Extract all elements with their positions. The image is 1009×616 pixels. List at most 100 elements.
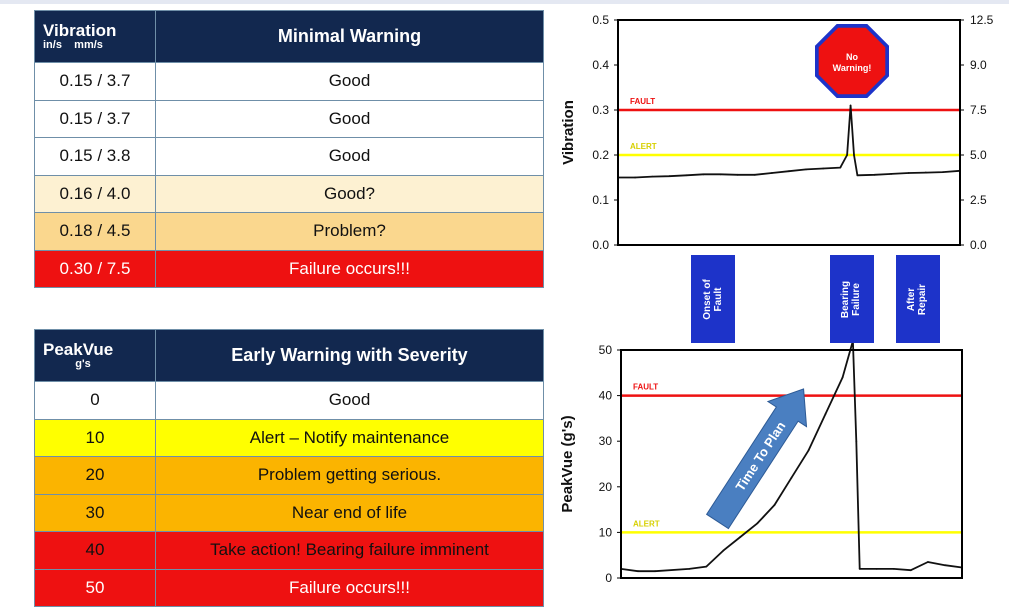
minimal-warning-header: Minimal Warning (155, 10, 544, 63)
data-point (719, 173, 722, 176)
y2-tick-label: 7.5 (970, 103, 987, 117)
peakvue-table-body: 0 Good 10 Alert – Notify maintenance 20 Probl… (34, 381, 544, 607)
vibration-table-row: 0.16 / 4.0 Good? (34, 174, 544, 213)
data-point (702, 173, 705, 176)
data-point (822, 167, 825, 170)
peakvue-severity-table: PeakVue g's Early Warning with Severity … (34, 329, 544, 607)
vibration-table-status-cell: Problem? (155, 212, 544, 251)
plot-frame (617, 19, 961, 246)
peakvue-table-status-cell: Near end of life (155, 493, 544, 532)
y-tick-label: 50 (599, 343, 613, 357)
vibration-table-value-cell: 0.15 / 3.7 (34, 62, 156, 101)
data-point (705, 565, 708, 568)
time-to-plan-label: Time To Plan (732, 419, 788, 494)
peakvue-header-cell: PeakVue g's (34, 329, 156, 382)
data-point (927, 561, 929, 563)
y-tick-label: 0.2 (592, 148, 609, 162)
peakvue-table-status-cell: Alert – Notify maintenance (155, 418, 544, 457)
vibration-table-value-cell: 0.15 / 3.7 (34, 99, 156, 138)
data-point (924, 171, 927, 174)
vibration-table-row: 0.18 / 4.5 Problem? (34, 212, 544, 251)
peakvue-table-row: 40 Take action! Bearing failure imminent (34, 531, 544, 570)
vibration-table-value-cell: 0.16 / 4.0 (34, 174, 156, 213)
vibration-table-value-cell: 0.15 / 3.8 (34, 137, 156, 176)
data-point (685, 174, 688, 177)
peakvue-table-row: 0 Good (34, 381, 544, 420)
data-point (634, 176, 636, 179)
data-point (688, 567, 691, 570)
data-point (771, 172, 773, 174)
y-tick-label: 0.4 (592, 58, 609, 72)
vibration-header-cell: Vibration in/s mm/s (34, 10, 156, 63)
vibration-severity-table: Vibration in/s mm/s Minimal Warning 0.15… (34, 10, 544, 288)
peakvue-table-status-cell: Problem getting serious. (155, 456, 544, 495)
vibration-table-status-cell: Good (155, 62, 544, 101)
vibration-table-row: 0.15 / 3.8 Good (34, 137, 544, 176)
vibration-table-row: 0.30 / 7.5 Failure occurs!!! (34, 249, 544, 288)
data-point (873, 173, 876, 176)
peakvue-table-value-cell: 30 (34, 493, 156, 532)
data-point (841, 376, 844, 379)
early-warning-header: Early Warning with Severity (155, 329, 544, 382)
peakvue-table-value-cell: 10 (34, 418, 156, 457)
data-point (773, 504, 776, 506)
vibration-table-status-cell: Good? (155, 174, 544, 213)
data-point (736, 173, 739, 176)
vibration-table-status-cell: Good (155, 99, 544, 138)
alert-threshold-label: ALERT (633, 519, 660, 528)
vibration-table-value-cell: 0.18 / 4.5 (34, 212, 156, 251)
time-to-plan-arrow: Time To Plan (705, 388, 808, 530)
data-point (788, 170, 790, 173)
y-axis-label: Vibration (560, 100, 577, 165)
data-point (944, 564, 946, 567)
peakvue-table-status-cell: Good (155, 381, 544, 420)
vibration-table-row: 0.15 / 3.7 Good (34, 62, 544, 101)
peakvue-table-value-cell: 50 (34, 568, 156, 607)
stop-sign-icon (818, 27, 886, 95)
peakvue-chart: 0 10 20 30 40 50 PeakVue (g's) FAULT ALERT Time T… (559, 339, 963, 585)
data-point (756, 522, 759, 525)
y-tick-label: 10 (599, 525, 613, 539)
y-axis-label: PeakVue (g's) (559, 415, 576, 512)
vibration-header-units: in/s mm/s (43, 38, 103, 51)
data-point (856, 174, 859, 177)
peakvue-table-status-cell: Take action! Bearing failure imminent (155, 531, 544, 570)
data-point (790, 476, 793, 479)
y2-tick-label: 5.0 (970, 148, 987, 162)
series-line (618, 104, 961, 179)
y-tick-label: 0 (605, 571, 612, 585)
marker-after-repair: After Repair (896, 255, 940, 343)
peakvue-table-row: 30 Near end of life (34, 493, 544, 532)
data-point (853, 154, 855, 156)
peakvue-table-row: 50 Failure occurs!!! (34, 568, 544, 607)
data-point (849, 104, 852, 107)
vibration-table-value-cell: 0.30 / 7.5 (34, 249, 156, 288)
y2-tick-label: 9.0 (970, 58, 987, 72)
alert-threshold-label: ALERT (630, 142, 657, 151)
data-point (890, 173, 893, 175)
peakvue-table-value-cell: 40 (34, 531, 156, 570)
fault-threshold-label: FAULT (630, 97, 655, 106)
data-point (722, 549, 725, 552)
marker-onset-of-fault: Onset of Fault (691, 255, 735, 343)
marker-after-label: After Repair (906, 283, 929, 315)
y-tick-label: 20 (599, 480, 613, 494)
no-warning-label-line: Warning! (833, 63, 872, 73)
y2-tick-label: 12.5 (970, 13, 994, 27)
data-point (892, 567, 895, 570)
peakvue-table-row: 20 Problem getting serious. (34, 456, 544, 495)
series-line (620, 340, 963, 573)
y-tick-label: 0.3 (592, 103, 609, 117)
marker-onset-label: Onset of Fault (701, 278, 724, 320)
marker-bearing-failure: Bearing Failure (830, 255, 874, 343)
data-point (807, 449, 810, 452)
data-point (846, 154, 849, 156)
y2-tick-label: 2.5 (970, 193, 987, 207)
y-tick-label: 0.1 (592, 193, 609, 207)
data-point (654, 570, 656, 573)
data-point (668, 175, 671, 178)
vibration-chart: 0.0 0.1 0.2 0.3 0.4 0.5 0.0 2.5 5.0 7.5 9.0 12.5 Vib… (560, 13, 994, 252)
data-point (739, 536, 742, 538)
data-point (875, 567, 878, 570)
marker-bearing-label: Bearing Failure (840, 280, 862, 318)
